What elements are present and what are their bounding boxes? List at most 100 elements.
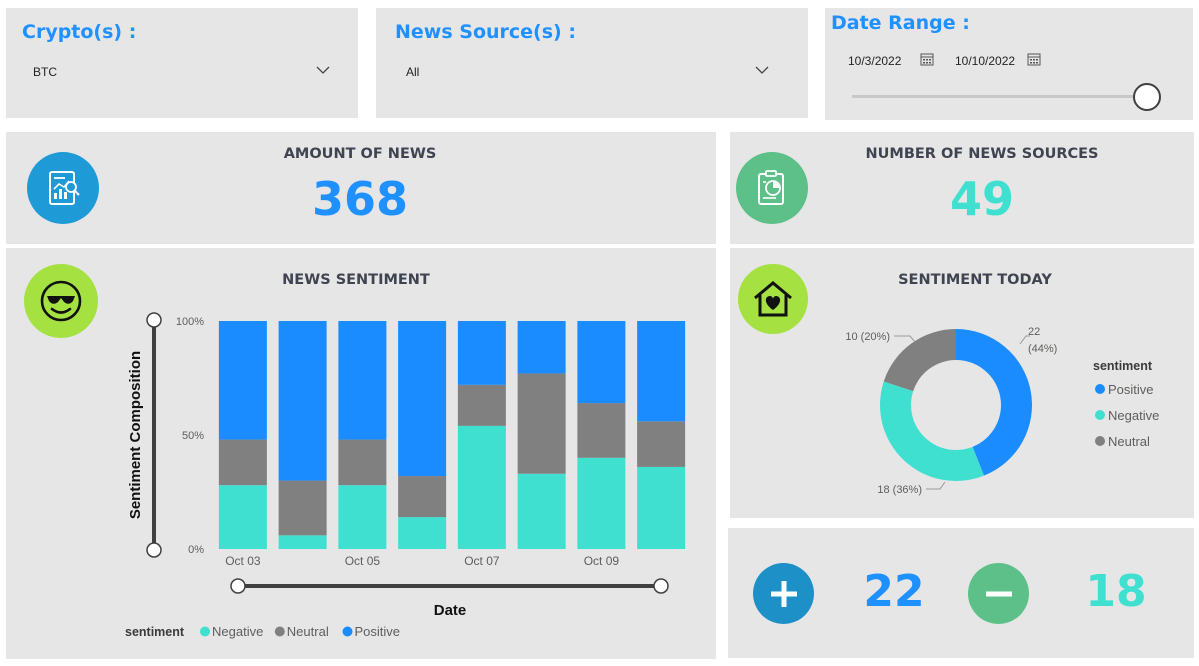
y-tick-label: 0% xyxy=(188,544,204,556)
x-axis-title: Date xyxy=(434,602,467,619)
donut-label-positive-pct: (44%) xyxy=(1028,343,1057,355)
news-source-filter-title: News Source(s) : xyxy=(395,21,576,43)
x-tick-label: Oct 05 xyxy=(345,554,381,568)
x-tick-label: Oct 03 xyxy=(225,554,261,568)
y-zoom-slider-handle xyxy=(146,542,162,558)
bar-positive-oct-04 xyxy=(278,321,327,481)
label-leader-line xyxy=(1019,335,1030,345)
bar-negative-oct-03 xyxy=(218,485,267,549)
donut-label-positive: 22 xyxy=(1028,326,1040,338)
bar-neutral-oct-08 xyxy=(517,373,566,474)
date-range-slider-handle[interactable] xyxy=(1133,83,1161,111)
bar-positive-oct-07 xyxy=(457,321,506,385)
news-sentiment-title: NEWS SENTIMENT xyxy=(282,272,430,288)
bar-positive-oct-08 xyxy=(517,321,566,374)
clipboard-pie-icon xyxy=(736,152,808,224)
negative-count-value: 18 xyxy=(1085,566,1147,617)
minus-icon xyxy=(968,563,1029,624)
report-chart-icon xyxy=(27,152,99,224)
amount-of-news-value: 368 xyxy=(311,172,409,226)
donut-label-negative: 18 (36%) xyxy=(877,484,922,496)
legend-label-neutral: Neutral xyxy=(287,624,329,639)
legend-title: sentiment xyxy=(1093,359,1153,373)
plus-icon xyxy=(753,563,814,624)
date-range-filter-panel: Date Range : 10/3/2022 10/10/2022 xyxy=(825,8,1193,120)
bar-neutral-oct-09 xyxy=(577,403,626,458)
news-source-filter-panel: News Source(s) : All xyxy=(376,8,808,118)
legend-label-positive: Positive xyxy=(355,624,401,639)
crypto-filter-title: Crypto(s) : xyxy=(22,21,137,43)
bar-neutral-oct-03 xyxy=(218,439,267,486)
date-range-slider-track[interactable] xyxy=(852,95,1148,98)
legend-marker-neutral xyxy=(274,626,285,637)
x-zoom-slider-handle xyxy=(230,578,246,594)
sentiment-today-title: SENTIMENT TODAY xyxy=(898,272,1052,288)
bar-neutral-oct-06 xyxy=(398,476,447,518)
crypto-filter-panel: Crypto(s) : BTC xyxy=(6,8,358,118)
news-sources-card: NUMBER OF NEWS SOURCES 49 xyxy=(730,132,1194,244)
bar-positive-oct-09 xyxy=(577,321,626,404)
legend-label-negative: Negative xyxy=(1108,408,1159,423)
amount-of-news-title: AMOUNT OF NEWS xyxy=(283,146,437,162)
x-tick-label: Oct 09 xyxy=(584,554,620,568)
positive-count-value: 22 xyxy=(863,566,925,617)
legend-marker-positive xyxy=(1095,384,1105,394)
crypto-dropdown[interactable]: BTC xyxy=(22,56,342,86)
news-source-dropdown-value: All xyxy=(406,65,420,79)
sentiment-donut-chart: 22 (44%) 10 (20%) 18 (36%) sentiment Positive… xyxy=(845,326,1159,496)
start-date-input[interactable]: 10/3/2022 xyxy=(848,54,902,68)
label-leader-line xyxy=(894,335,916,343)
legend-label-negative: Negative xyxy=(212,624,263,639)
bar-negative-oct-06 xyxy=(398,517,447,549)
bar-negative-oct-07 xyxy=(457,425,506,549)
news-sources-title: NUMBER OF NEWS SOURCES xyxy=(865,146,1099,162)
bar-negative-oct-08 xyxy=(517,473,566,549)
bar-negative-oct-09 xyxy=(577,457,626,549)
crypto-dropdown-value: BTC xyxy=(33,65,57,79)
y-tick-label: 100% xyxy=(176,316,204,328)
chevron-down-icon xyxy=(755,66,769,74)
legend-marker-negative xyxy=(200,626,210,637)
bar-positive-oct-05 xyxy=(338,321,387,440)
home-heart-icon xyxy=(738,264,808,334)
y-tick-label: 50% xyxy=(182,430,204,442)
bar-neutral-oct-04 xyxy=(278,480,327,536)
legend-marker-negative xyxy=(1095,410,1105,420)
donut-slice-neutral xyxy=(883,329,956,392)
legend-label-positive: Positive xyxy=(1108,382,1154,397)
date-range-filter-title: Date Range : xyxy=(831,12,970,34)
donut-label-neutral: 10 (20%) xyxy=(845,331,890,343)
news-sources-value: 49 xyxy=(949,172,1014,226)
y-zoom-slider-handle xyxy=(146,312,162,328)
amount-of-news-card: AMOUNT OF NEWS 368 xyxy=(6,132,716,244)
bar-negative-oct-05 xyxy=(338,485,387,549)
sentiment-today-panel: SENTIMENT TODAY 22 (44%) 10 (20%) 18 (36%) s… xyxy=(730,248,1194,518)
bar-positive-oct-06 xyxy=(398,321,447,477)
sentiment-counts-panel: 22 18 xyxy=(728,528,1194,658)
calendar-icon[interactable] xyxy=(1027,52,1041,66)
x-tick-label: Oct 07 xyxy=(464,554,500,568)
sunglasses-face-icon xyxy=(24,264,98,338)
label-leader-line xyxy=(926,481,946,490)
chevron-down-icon xyxy=(316,66,330,74)
calendar-icon[interactable] xyxy=(920,52,934,66)
news-sentiment-panel: NEWS SENTIMENT 100% 50% 0% Oct 03 Oct 05 Oct … xyxy=(6,248,716,659)
legend-marker-positive xyxy=(342,626,353,637)
donut-slice-positive xyxy=(956,329,1032,476)
legend-label-neutral: Neutral xyxy=(1108,434,1150,449)
bar-neutral-oct-05 xyxy=(338,439,387,486)
legend-marker-neutral xyxy=(1095,436,1105,446)
news-source-dropdown[interactable]: All xyxy=(395,56,787,86)
donut-slice-negative xyxy=(880,381,984,481)
sentiment-bar-chart: 100% 50% 0% Oct 03 Oct 05 Oct 07 Oct 09 Sentime… xyxy=(125,312,686,639)
x-zoom-slider-handle xyxy=(653,578,669,594)
y-axis-title: Sentiment Composition xyxy=(127,351,144,519)
end-date-input[interactable]: 10/10/2022 xyxy=(955,54,1016,68)
bar-positive-oct-10 xyxy=(637,321,686,422)
bar-negative-oct-04 xyxy=(278,535,327,549)
bar-positive-oct-03 xyxy=(218,321,267,440)
legend-title: sentiment xyxy=(125,625,185,639)
bar-neutral-oct-07 xyxy=(457,384,506,426)
bar-neutral-oct-10 xyxy=(637,421,686,467)
bar-negative-oct-10 xyxy=(637,466,686,549)
